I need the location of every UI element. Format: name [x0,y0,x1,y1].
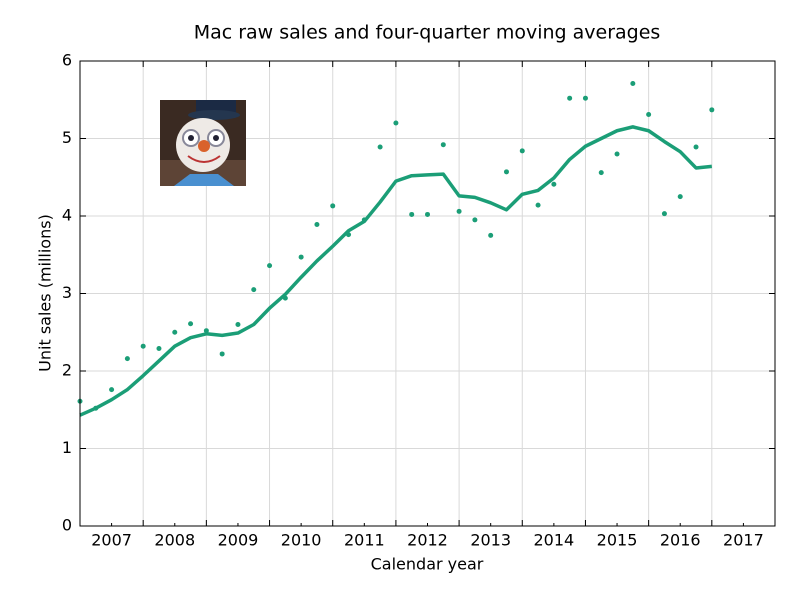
x-tick-label: 2014 [534,531,575,550]
y-tick-label: 3 [62,283,72,302]
data-point [535,202,541,208]
data-point [614,151,620,157]
data-point [203,328,209,334]
data-point [567,95,573,101]
data-point [377,144,383,150]
x-tick-label: 2017 [723,531,764,550]
moving-average-line [79,125,712,417]
x-tick-label: 2010 [281,531,322,550]
data-point [551,181,557,187]
data-point [409,211,415,217]
data-point [109,387,115,393]
data-point [582,95,588,101]
snowman-image [160,100,246,186]
x-tick-label: 2013 [470,531,511,550]
data-point [488,232,494,238]
x-tick-label: 2007 [91,531,132,550]
data-point [188,321,194,327]
data-point [677,194,683,200]
data-point [503,169,509,175]
data-point [472,217,478,223]
data-point [124,356,130,362]
plot-area: 0 1 2 3 4 5 6 2007 2008 2009 2010 2011 2012 2013 2014 2… [62,51,776,550]
data-point [393,120,399,126]
data-point [425,211,430,217]
data-point [440,142,446,148]
x-axis-label: Calendar year [371,555,484,574]
data-point [709,107,715,113]
x-tick-label: 2012 [407,531,448,550]
y-tick-label: 0 [62,516,72,535]
chart-title: Mac raw sales and four-quarter moving av… [194,22,661,44]
data-point [140,343,146,349]
data-point [251,287,257,293]
data-point [267,263,273,269]
y-tick-label: 1 [62,438,72,457]
plot-frame [79,60,776,527]
data-point [693,144,699,150]
data-point [330,203,336,209]
data-point [172,329,178,335]
y-tick-label: 6 [62,51,72,70]
data-point [661,211,667,217]
y-tick-label: 4 [62,206,72,225]
data-point [298,254,304,260]
data-point [235,322,241,327]
data-point [598,170,604,176]
x-tick-label: 2009 [218,531,259,550]
data-point [156,346,162,352]
x-tick-label: 2011 [344,531,385,550]
data-point [456,208,462,214]
y-tick-label: 2 [62,361,72,380]
y-axis-label: Unit sales (millions) [36,214,55,372]
data-point [630,80,636,86]
data-point [219,351,225,357]
x-tick-label: 2015 [597,531,638,550]
y-tick-label: 5 [62,128,72,147]
x-tick-label: 2008 [154,531,195,550]
data-point [646,111,652,117]
x-tick-label: 2016 [660,531,701,550]
data-point [519,148,525,154]
data-point [314,222,320,228]
